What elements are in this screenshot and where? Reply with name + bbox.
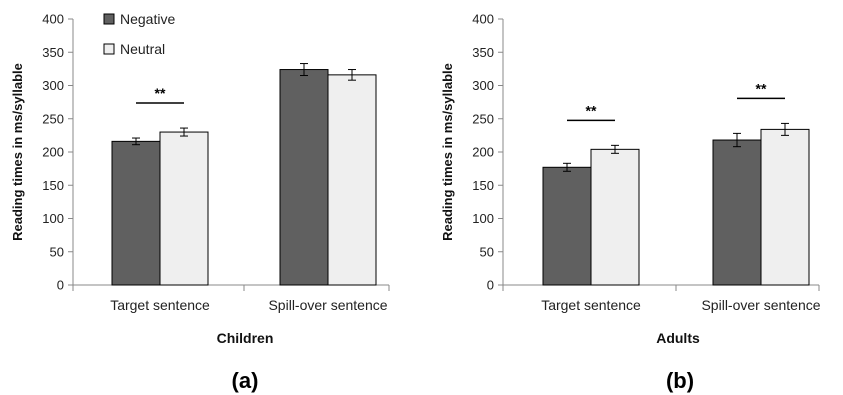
- x-category-label: Spill-over sentence: [268, 297, 387, 313]
- legend-label-negative: Negative: [120, 11, 175, 27]
- bar-negative-target: [542, 166, 592, 286]
- x-category-label: Spill-over sentence: [701, 297, 820, 313]
- significance-marker: **: [155, 85, 166, 101]
- y-tick-label: 400: [472, 12, 494, 27]
- bar-negative-spillover: [712, 139, 762, 286]
- bar-negative-target: [111, 140, 161, 286]
- y-tick-label: 200: [472, 145, 494, 160]
- legend-swatch-negative: [103, 13, 115, 25]
- y-tick-label: 150: [42, 178, 64, 193]
- y-tick-label: 300: [42, 78, 64, 93]
- y-axis-title: Reading times in ms/syllable: [440, 63, 455, 241]
- panel-label: (b): [666, 368, 694, 393]
- y-tick-label: 350: [472, 45, 494, 60]
- panel-label: (a): [232, 368, 259, 393]
- y-tick-label: 250: [472, 111, 494, 126]
- y-tick-label: 400: [42, 12, 64, 27]
- y-tick-label: 300: [472, 78, 494, 93]
- significance-marker: **: [586, 102, 597, 118]
- bar-negative-spillover: [279, 69, 329, 286]
- x-axis-title: Children: [217, 330, 274, 346]
- y-tick-label: 0: [487, 278, 494, 293]
- x-category-label: Target sentence: [110, 297, 210, 313]
- bar-neutral-spillover: [760, 128, 810, 286]
- y-tick-label: 250: [42, 111, 64, 126]
- panel-adults: 0 50 100 150 200 250 300 350 400 Target sentence S…: [440, 12, 821, 394]
- panel-children: 0 50 100 150 200 250 300 350 400 Target sentence S…: [10, 11, 390, 393]
- x-axis-title: Adults: [656, 330, 700, 346]
- y-tick-label: 150: [472, 178, 494, 193]
- y-tick-label: 100: [42, 211, 64, 226]
- y-tick-label: 350: [42, 45, 64, 60]
- y-tick-label: 100: [472, 211, 494, 226]
- bar-neutral-target: [159, 131, 209, 286]
- significance-marker: **: [756, 80, 767, 96]
- bar-neutral-spillover: [327, 74, 377, 286]
- y-tick-label: 50: [480, 244, 494, 259]
- y-tick-label: 0: [57, 278, 64, 293]
- legend-label-neutral: Neutral: [120, 41, 165, 57]
- y-tick-label: 50: [50, 244, 64, 259]
- legend-swatch-neutral: [103, 43, 115, 55]
- x-category-label: Target sentence: [541, 297, 641, 313]
- bar-neutral-target: [590, 148, 640, 286]
- y-tick-label: 200: [42, 145, 64, 160]
- y-axis-title: Reading times in ms/syllable: [10, 63, 25, 241]
